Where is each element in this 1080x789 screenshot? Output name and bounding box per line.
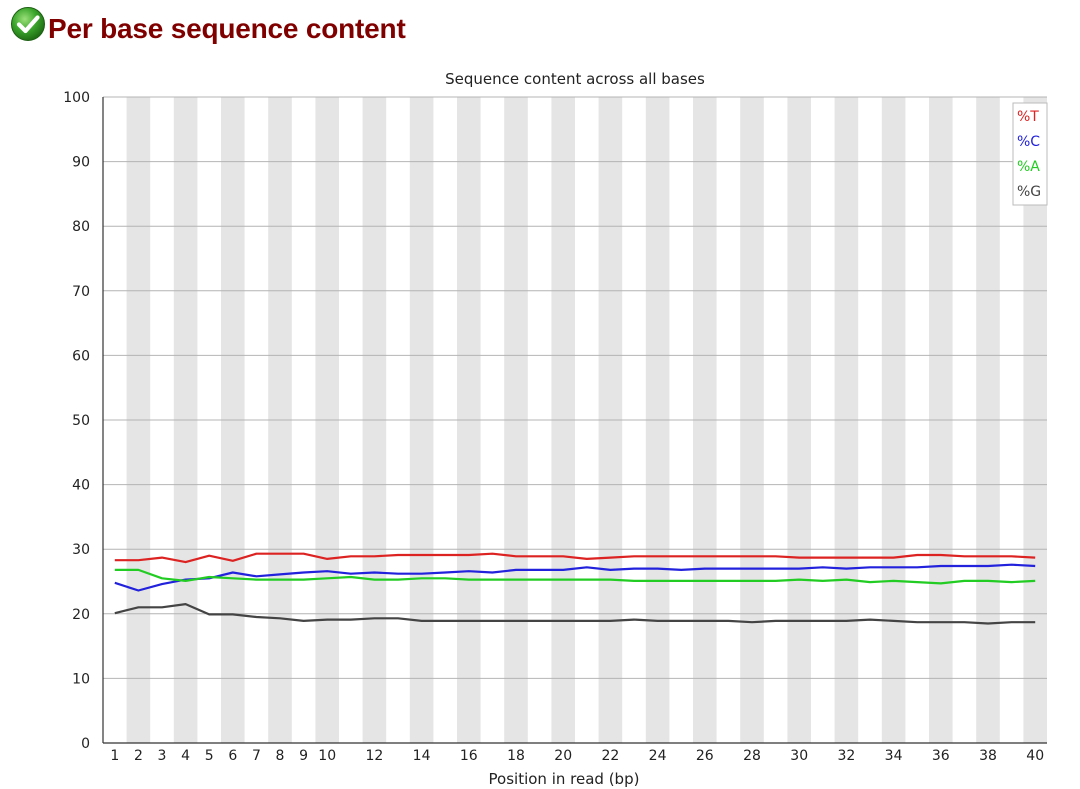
x-tick-label: 8 [276, 748, 285, 764]
y-tick-label: 60 [72, 348, 90, 364]
y-tick-label: 10 [72, 671, 90, 687]
x-tick-labels: 1 2 3 4 5 6 7 8 9 10 12 14 16 18 20 22 24 26 28 30 32 34 36 38 4… [110, 748, 1044, 764]
series-line-4 [114, 602, 1036, 625]
x-tick-label: 38 [979, 748, 997, 764]
x-tick-label: 28 [743, 748, 761, 764]
page-title: Per base sequence content [48, 13, 406, 44]
y-tick-label: 50 [72, 413, 90, 429]
x-tick-label: 5 [205, 748, 214, 764]
x-tick-label: 30 [790, 748, 808, 764]
x-tick-label: 3 [158, 748, 167, 764]
x-tick-label: 18 [507, 748, 525, 764]
y-tick-label: 40 [72, 478, 90, 494]
x-tick-label: 26 [696, 748, 714, 764]
series-line-3 [114, 568, 1036, 585]
x-tick-label: 6 [228, 748, 237, 764]
y-tick-label: 100 [63, 90, 90, 106]
series-line-1 [114, 552, 1036, 564]
x-tick-label: 34 [885, 748, 903, 764]
report-header: Per base sequence content [10, 2, 406, 46]
x-tick-label: 9 [299, 748, 308, 764]
legend: %T %C %A %G [1012, 102, 1048, 206]
y-tick-labels: 0 10 20 30 40 50 60 70 80 90 100 [63, 90, 90, 752]
x-tick-label: 12 [365, 748, 383, 764]
x-axis-label: Position in read (bp) [489, 770, 640, 788]
legend-box [1012, 102, 1048, 206]
x-tick-label: 22 [601, 748, 619, 764]
legend-entry: %G [1017, 184, 1041, 200]
x-tick-label: 4 [181, 748, 190, 764]
axes [102, 97, 1047, 744]
x-tick-label: 14 [413, 748, 431, 764]
x-tick-label: 40 [1026, 748, 1044, 764]
series-line-2 [114, 563, 1036, 592]
x-tick-label: 24 [649, 748, 667, 764]
x-tick-label: 16 [460, 748, 478, 764]
y-tick-label: 80 [72, 219, 90, 235]
y-tick-label: 70 [72, 284, 90, 300]
y-tick-label: 90 [72, 155, 90, 171]
y-tick-label: 0 [81, 736, 90, 752]
chart-title: Sequence content across all bases [445, 70, 705, 88]
x-tick-label: 7 [252, 748, 261, 764]
x-tick-label: 32 [837, 748, 855, 764]
check-icon [11, 7, 45, 41]
legend-entry: %C [1017, 134, 1040, 150]
y-tick-label: 20 [72, 607, 90, 623]
series-lines [114, 552, 1036, 625]
x-tick-label: 2 [134, 748, 143, 764]
x-tick-label: 1 [110, 748, 119, 764]
x-tick-label: 36 [932, 748, 950, 764]
x-tick-label: 10 [318, 748, 336, 764]
legend-entry: %A [1017, 159, 1040, 175]
y-tick-label: 30 [72, 542, 90, 558]
legend-entry: %T [1017, 109, 1039, 125]
x-tick-label: 20 [554, 748, 572, 764]
